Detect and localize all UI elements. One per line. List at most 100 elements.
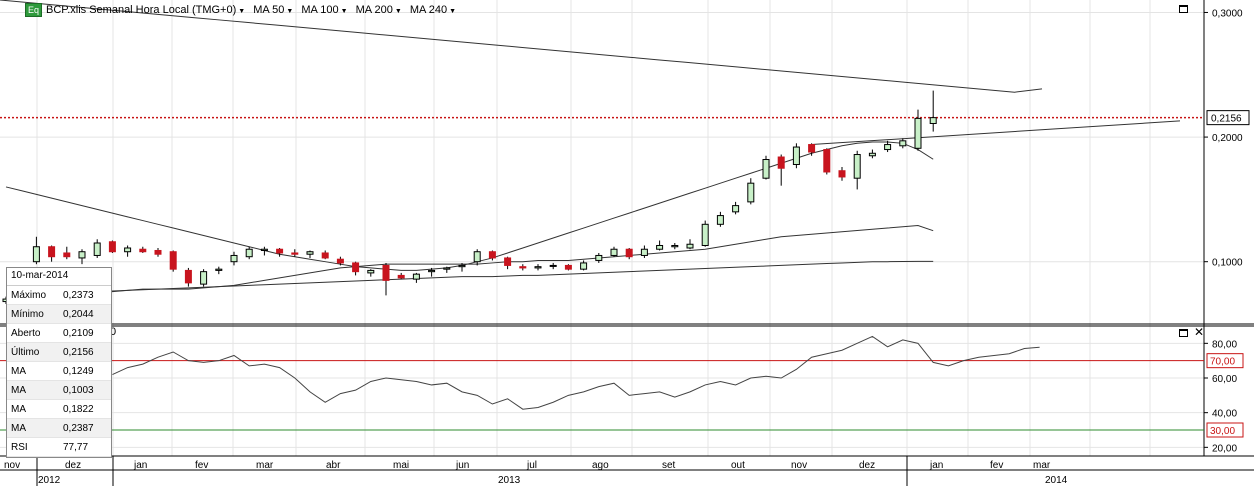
candle-up xyxy=(762,159,770,179)
rsi-tick-label: 80,00 xyxy=(1212,339,1237,350)
candle-down xyxy=(291,252,299,255)
month-label: fev xyxy=(195,460,208,471)
dropdown-arrow-icon[interactable]: ▼ xyxy=(286,8,294,15)
data-window-row: MA 0,1249 xyxy=(7,362,111,381)
candle-up xyxy=(868,152,876,157)
rsi-panel-maximize-icon[interactable] xyxy=(1179,329,1188,337)
price-tick-label: 0,2000 xyxy=(1212,133,1243,144)
dropdown-arrow-icon[interactable]: ▼ xyxy=(340,8,348,15)
equity-badge[interactable]: Eq xyxy=(25,3,43,17)
rsi-level-label: 30,00 xyxy=(1210,426,1235,437)
price-tick-label: 0,1000 xyxy=(1212,258,1243,269)
year-label: 2012 xyxy=(38,475,61,486)
rsi-level-label: 70,00 xyxy=(1210,357,1235,368)
rsi-tick-label: 20,00 xyxy=(1212,443,1237,454)
candle-down xyxy=(397,274,405,279)
year-label: 2013 xyxy=(498,475,521,486)
data-window-row: Máximo 0,2373 xyxy=(7,286,111,305)
price-panel-maximize-icon[interactable] xyxy=(1179,5,1188,13)
candle-up xyxy=(610,248,618,256)
candle-up xyxy=(260,248,268,251)
data-window-row: MA 0,1003 xyxy=(7,381,111,400)
data-window-row: MA 0,1822 xyxy=(7,400,111,419)
candle-up xyxy=(215,268,223,271)
month-label: out xyxy=(731,460,745,471)
candle-up xyxy=(701,223,709,246)
candle-up xyxy=(792,146,800,165)
candle-down xyxy=(352,262,360,273)
indicator-ma50[interactable]: MA 50 ▼ xyxy=(253,4,294,16)
candle-up xyxy=(458,264,466,268)
candle-up xyxy=(443,267,451,270)
candle-down xyxy=(504,257,512,266)
data-window-row: Aberto 0,2109 xyxy=(7,324,111,343)
candle-up xyxy=(899,140,907,147)
candle-up xyxy=(853,154,861,179)
dropdown-arrow-icon[interactable]: ▼ xyxy=(238,8,246,15)
candle-down xyxy=(488,251,496,259)
dropdown-arrow-icon[interactable]: ▼ xyxy=(449,8,457,15)
candles xyxy=(2,90,937,305)
indicator-ma200[interactable]: MA 200 ▼ xyxy=(355,4,402,16)
candle-up xyxy=(124,247,132,253)
candle-down xyxy=(777,156,785,169)
ma-line xyxy=(6,260,934,294)
candle-up xyxy=(245,248,253,258)
data-window-row: Último 0,2156 xyxy=(7,343,111,362)
month-label: mar xyxy=(256,460,274,471)
axes: 0,1000 0,2000 0,3000 20,00 40,00 60,00 80,00 0,… xyxy=(4,8,1250,486)
candle-down xyxy=(564,264,572,270)
candle-up xyxy=(473,251,481,263)
indicator-ma240[interactable]: MA 240 ▼ xyxy=(409,4,457,16)
candle-up xyxy=(686,243,694,249)
last-price-box xyxy=(1206,110,1250,126)
month-label: dez xyxy=(65,460,81,471)
month-label: mai xyxy=(393,460,409,471)
month-label: jan xyxy=(929,460,943,471)
candle-up xyxy=(412,273,420,280)
moving-averages xyxy=(0,0,1204,303)
rsi-panel-close-icon[interactable]: ✕ xyxy=(1194,325,1205,339)
rsi-panel xyxy=(0,335,1204,431)
candle-down xyxy=(838,170,846,178)
rsi-line xyxy=(112,335,1040,410)
month-label: set xyxy=(662,460,676,471)
rsi-label-fragment: 0 xyxy=(110,326,117,338)
candle-up xyxy=(640,248,648,256)
rsi-tick-label: 40,00 xyxy=(1212,409,1237,420)
candle-down xyxy=(382,264,390,281)
candle-up xyxy=(78,251,86,259)
month-label: abr xyxy=(326,460,341,471)
month-label: fev xyxy=(990,460,1003,471)
candle-up xyxy=(716,215,724,225)
candle-up xyxy=(732,205,740,213)
candle-down xyxy=(276,248,284,254)
candle-down xyxy=(336,258,344,264)
indicator-ma100[interactable]: MA 100 ▼ xyxy=(301,4,348,16)
symbol-label[interactable]: BCP.xlis Semanal Hora Local (TMG+0) ▼ xyxy=(46,4,246,16)
month-label: nov xyxy=(4,460,20,471)
candle-up xyxy=(428,269,436,273)
candle-down xyxy=(169,251,177,270)
rsi-level-box xyxy=(1206,422,1244,438)
month-label: ago xyxy=(592,460,609,471)
data-window-row: Mínimo 0,2044 xyxy=(7,305,111,324)
candle-up xyxy=(200,271,208,285)
candle-up xyxy=(93,242,101,256)
candle-up xyxy=(671,244,679,248)
candle-up xyxy=(595,254,603,261)
candle-up xyxy=(306,251,314,255)
candle-up xyxy=(367,269,375,274)
candle-up xyxy=(230,254,238,263)
last-price-label: 0,2156 xyxy=(1211,114,1242,125)
rsi-tick-label: 60,00 xyxy=(1212,374,1237,385)
candle-down xyxy=(823,149,831,173)
month-label: jan xyxy=(133,460,147,471)
month-label: jun xyxy=(455,460,469,471)
candle-down xyxy=(108,241,116,253)
price-tick-label: 0,3000 xyxy=(1212,8,1243,19)
candle-up xyxy=(32,246,40,263)
panel-frames xyxy=(0,0,1254,471)
dropdown-arrow-icon[interactable]: ▼ xyxy=(394,8,402,15)
